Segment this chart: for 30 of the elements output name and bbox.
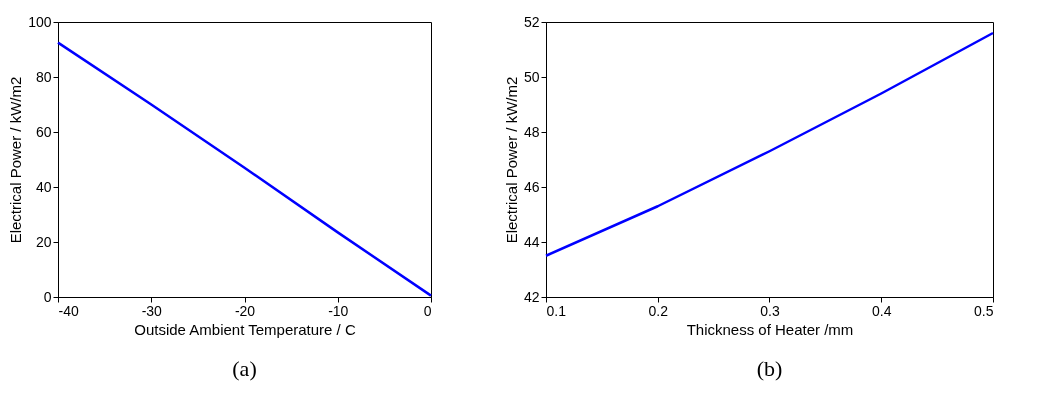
y-axis-title: Electrical Power / kW/m2 bbox=[502, 76, 520, 244]
x-tick-label: 0.5 bbox=[974, 302, 994, 319]
x-tick-label: -40 bbox=[58, 302, 79, 319]
x-tick-label: 0.3 bbox=[760, 302, 780, 319]
y-tick-label: 50 bbox=[523, 68, 540, 85]
y-tick-label: 100 bbox=[28, 13, 52, 30]
x-tick-label: -20 bbox=[234, 302, 256, 319]
y-tick-label: 0 bbox=[43, 288, 52, 305]
x-tick-label: 0.4 bbox=[872, 302, 892, 319]
y-axis-title: Electrical Power / kW/m2 bbox=[7, 76, 25, 244]
y-tick-label: 60 bbox=[35, 123, 52, 140]
x-tick-label: 0.2 bbox=[648, 302, 669, 319]
y-tick-label: 20 bbox=[35, 233, 52, 250]
y-tick-label: 42 bbox=[523, 288, 540, 305]
y-tick-label: 40 bbox=[35, 178, 52, 195]
text: (a) bbox=[232, 356, 257, 381]
x-axis-title: Outside Ambient Temperature / C bbox=[134, 320, 356, 338]
y-tick-label: 44 bbox=[523, 233, 540, 250]
y-tick-label: 80 bbox=[35, 68, 52, 85]
text: (b) bbox=[756, 356, 783, 381]
x-tick-label: -10 bbox=[328, 302, 349, 319]
line-series bbox=[56, 41, 433, 297]
y-tick-label: 52 bbox=[523, 13, 540, 30]
line-series bbox=[544, 31, 995, 257]
x-axis-title: Thickness of Heater /mm bbox=[686, 320, 854, 338]
y-tick-label: 46 bbox=[523, 178, 540, 195]
x-tick-label: 0 bbox=[423, 302, 432, 319]
x-tick-label: 0.1 bbox=[546, 302, 567, 319]
x-tick-label: -30 bbox=[141, 302, 163, 319]
y-tick-label: 48 bbox=[523, 123, 540, 140]
